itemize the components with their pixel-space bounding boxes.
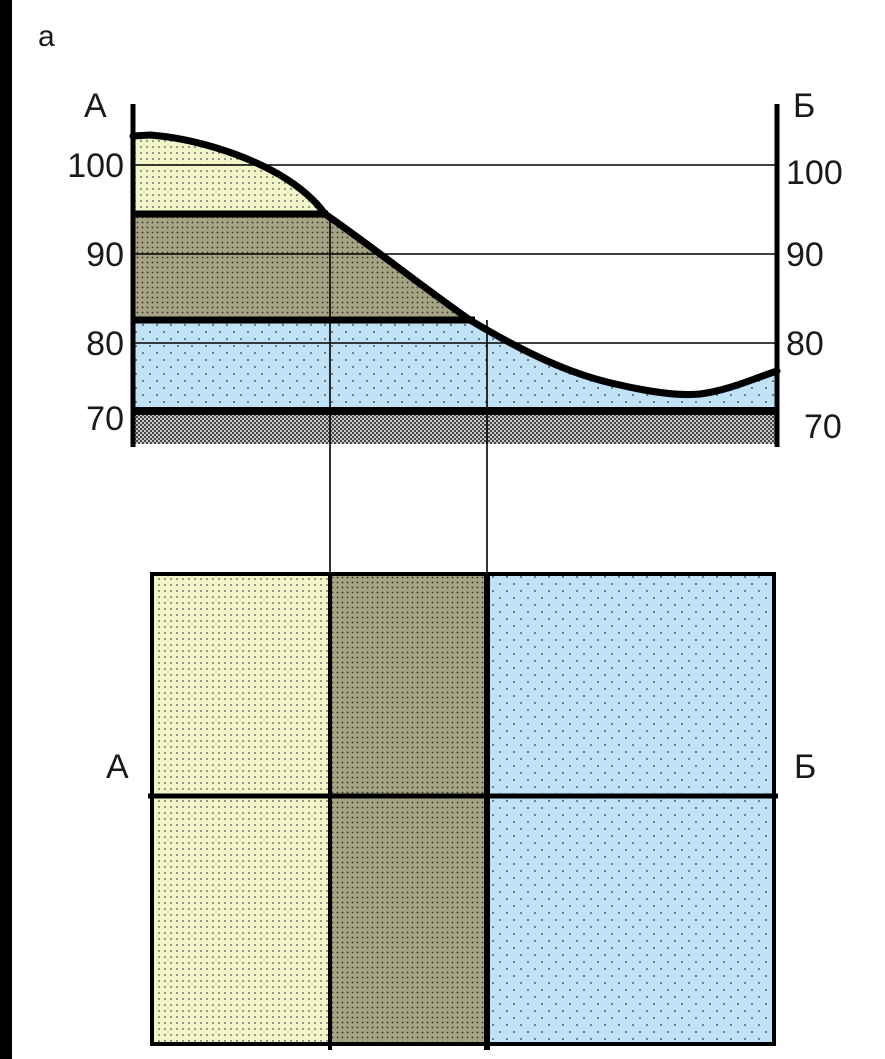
elevation-label-left-80: 80 (86, 325, 124, 363)
layer-light-section (133, 135, 325, 214)
plan-zone-light (152, 574, 330, 1044)
elevation-label-left-90: 90 (86, 236, 124, 274)
plan-right-end-label: Б (794, 748, 816, 786)
figure-canvas: а А Б 100 90 80 70 100 (12, 0, 885, 1059)
plan-zone-dark (330, 574, 487, 1044)
elevation-label-left-100: 100 (67, 147, 124, 185)
figure-label: а (38, 20, 55, 53)
elevation-label-right-90: 90 (786, 236, 824, 274)
elevation-label-right-70: 70 (804, 408, 842, 446)
ground-surface (129, 131, 781, 399)
cross-section: А Б 100 90 80 70 100 90 80 70 (67, 87, 843, 447)
section-left-end-label: А (84, 87, 107, 125)
plan-left-end-label: А (106, 748, 129, 786)
section-right-end-label: Б (793, 87, 815, 125)
layer-dark-section (133, 214, 470, 320)
elevation-label-right-80: 80 (786, 325, 824, 363)
geologic-plan: А Б (106, 572, 816, 1050)
geologic-diagram: а А Б 100 90 80 70 100 (38, 20, 843, 1050)
plan-frame (150, 572, 776, 1046)
base-layer (133, 411, 777, 444)
plan-zone-blue (487, 574, 774, 1044)
elevation-label-left-70: 70 (86, 400, 124, 438)
elevation-label-right-100: 100 (786, 154, 843, 192)
